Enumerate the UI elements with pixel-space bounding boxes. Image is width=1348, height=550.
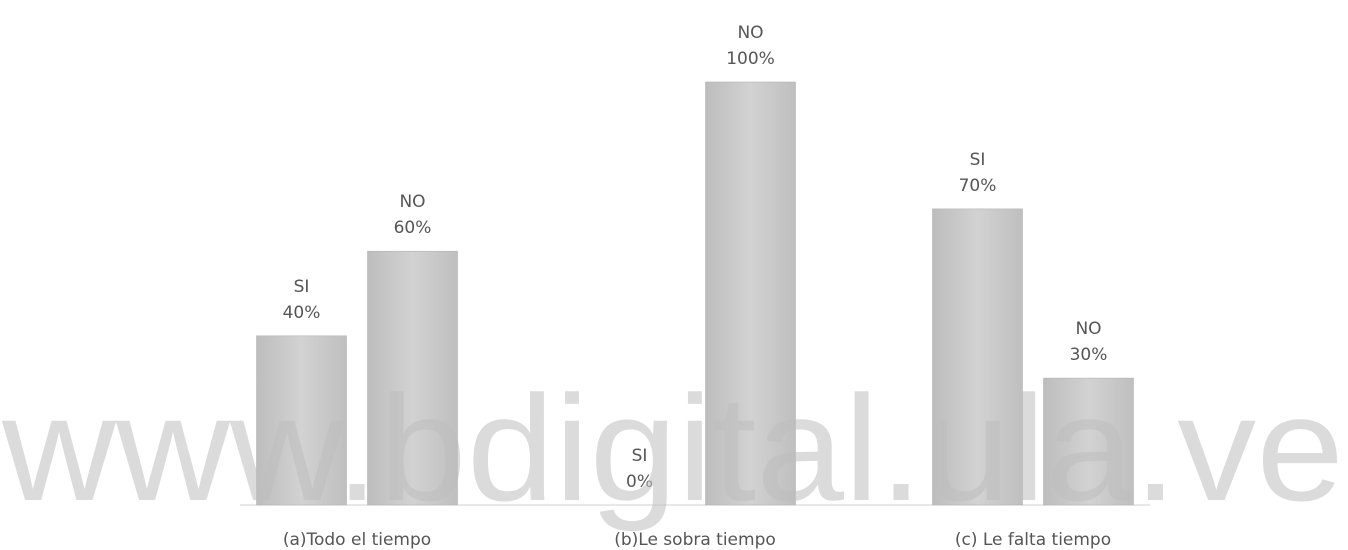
data-label-name: NO bbox=[399, 192, 425, 212]
data-label: 60% bbox=[394, 218, 432, 238]
data-label: 30% bbox=[1070, 345, 1108, 365]
data-label-name: NO bbox=[1075, 319, 1101, 339]
data-label: 100% bbox=[726, 49, 775, 69]
data-label: 40% bbox=[283, 303, 321, 323]
data-label-name: SI bbox=[970, 150, 986, 170]
data-label: 70% bbox=[959, 176, 997, 196]
bar bbox=[932, 208, 1023, 506]
data-label-name: NO bbox=[737, 23, 763, 43]
watermark: www.bdigital.ula.ve bbox=[1, 364, 1344, 532]
data-label-name: SI bbox=[294, 277, 310, 297]
x-tick-label: (b)Le sobra tiempo bbox=[614, 530, 776, 550]
bar bbox=[705, 81, 796, 506]
data-label-name: SI bbox=[632, 446, 648, 466]
x-tick-label: (c) Le falta tiempo bbox=[955, 530, 1111, 550]
bar bbox=[1043, 377, 1134, 506]
bar bbox=[256, 335, 347, 506]
x-tick-label: (a)Todo el tiempo bbox=[283, 530, 431, 550]
bar bbox=[367, 250, 458, 506]
data-label: 0% bbox=[626, 472, 653, 492]
